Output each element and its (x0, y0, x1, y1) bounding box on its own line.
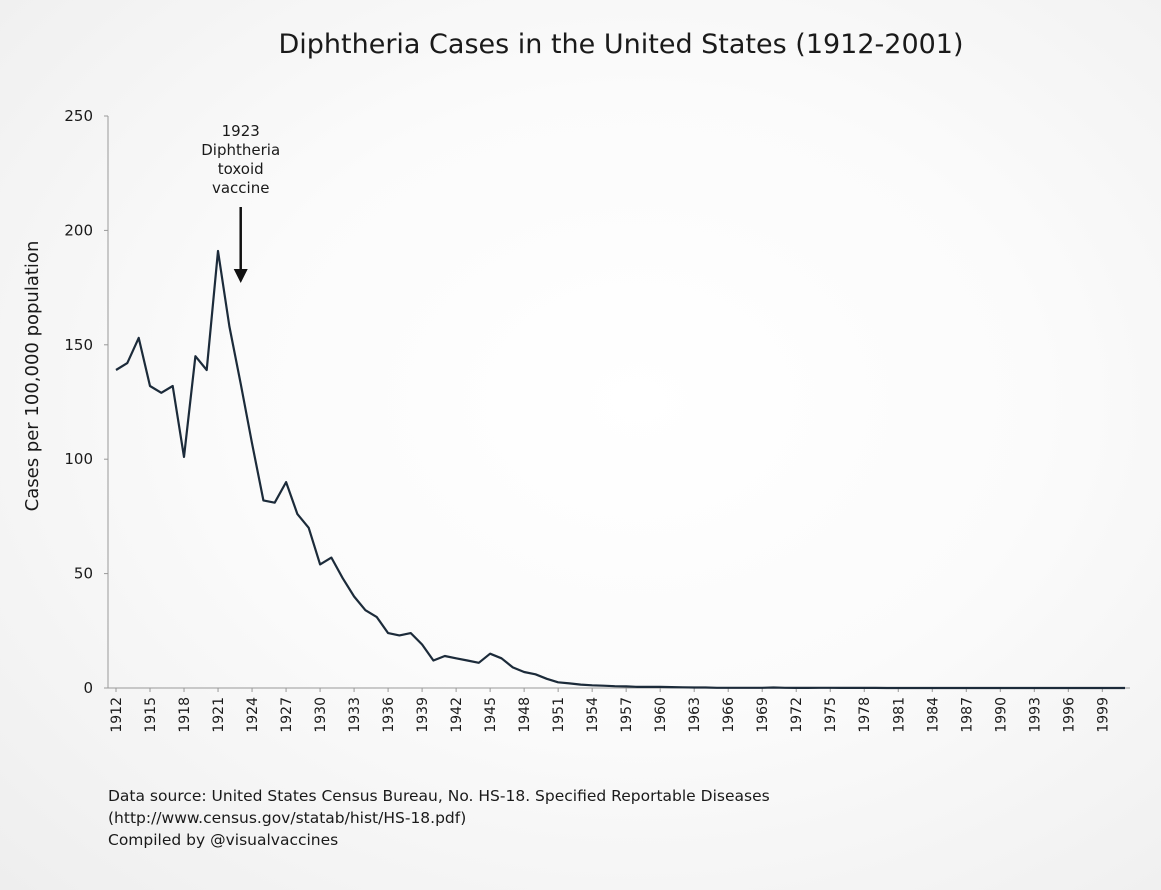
x-tick-label: 1990 (993, 697, 1009, 733)
x-axis-ticks: 1912 1915 1918 1921 1924 1927 1930 1933 1936 1939… (109, 688, 1111, 733)
x-tick-label: 1969 (755, 697, 771, 733)
x-tick-label: 1912 (109, 697, 125, 733)
x-tick-label: 1930 (313, 697, 329, 733)
x-tick-label: 1948 (517, 697, 533, 733)
x-tick-label: 1927 (279, 697, 295, 733)
x-tick-label: 1975 (823, 697, 839, 733)
x-tick-label: 1981 (891, 697, 907, 733)
x-tick-label: 1936 (381, 697, 397, 733)
annotation-arrow-head (233, 269, 248, 284)
x-tick-label: 1954 (585, 697, 601, 733)
x-tick-label: 1996 (1061, 697, 1077, 733)
x-tick-label: 1918 (177, 697, 193, 733)
x-tick-label: 1921 (211, 697, 227, 733)
x-tick-label: 1915 (143, 697, 159, 733)
y-axis-ticks: 0 50 100 150 200 250 (64, 107, 108, 697)
y-axis-label: Cases per 100,000 population (22, 241, 43, 512)
x-tick-label: 1963 (687, 697, 703, 733)
y-tick-label: 0 (83, 679, 93, 697)
annotation-text: 1923 (222, 122, 260, 140)
x-tick-label: 1951 (551, 697, 567, 733)
source-credit: Compiled by @visualvaccines (108, 831, 339, 849)
x-tick-label: 1987 (959, 697, 975, 733)
x-tick-label: 1939 (415, 697, 431, 733)
x-tick-label: 1966 (721, 697, 737, 733)
y-tick-label: 50 (74, 565, 93, 583)
line-chart: Diphtheria Cases in the United States (1… (22, 29, 1130, 733)
x-tick-label: 1945 (483, 697, 499, 733)
y-tick-label: 150 (64, 336, 93, 354)
x-tick-label: 1984 (925, 697, 941, 733)
source-line-1: Data source: United States Census Bureau… (108, 787, 770, 805)
x-tick-label: 1972 (789, 697, 805, 733)
x-tick-label: 1978 (857, 697, 873, 733)
y-tick-label: 200 (64, 221, 93, 239)
data-source-note: Data source: United States Census Bureau… (108, 785, 770, 851)
x-tick-label: 1924 (245, 697, 261, 733)
x-tick-label: 1960 (653, 697, 669, 733)
x-tick-label: 1942 (449, 697, 465, 733)
x-tick-label: 1957 (619, 697, 635, 733)
annotation-text: toxoid (218, 160, 264, 178)
y-tick-label: 100 (64, 450, 93, 468)
y-tick-label: 250 (64, 107, 93, 125)
x-tick-label: 1993 (1027, 697, 1043, 733)
annotation-text: vaccine (212, 179, 269, 197)
chart-title: Diphtheria Cases in the United States (1… (278, 29, 963, 60)
annotation-text: Diphtheria (201, 141, 280, 159)
x-tick-label: 1999 (1095, 697, 1111, 733)
x-tick-label: 1933 (347, 697, 363, 733)
series-line (115, 249, 1125, 690)
source-line-2: (http://www.census.gov/statab/hist/HS-18… (108, 809, 467, 827)
